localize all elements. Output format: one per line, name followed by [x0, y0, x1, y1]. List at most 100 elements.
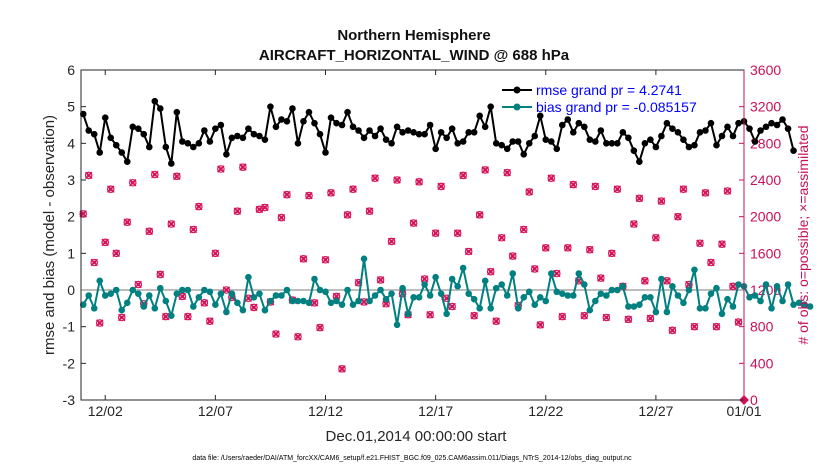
obs-possible-marker — [299, 255, 308, 263]
legend-rmse-label: rmse grand pr = 4.2741 — [536, 82, 682, 98]
rmse-point — [355, 127, 362, 134]
obs-assimilated-dot — [235, 209, 240, 213]
obs-assimilated-marker — [597, 274, 605, 282]
rmse-point — [569, 129, 577, 136]
obs-possible-marker — [657, 197, 666, 205]
obs-possible-marker — [250, 303, 258, 312]
rmse-point — [503, 145, 511, 153]
rmse-point — [581, 123, 588, 131]
obs-assimilated-dot — [351, 187, 355, 191]
obs-assimilated-dot — [477, 213, 482, 217]
bias-point — [713, 284, 720, 292]
obs-assimilated-dot — [180, 294, 185, 299]
obs-assimilated-dot — [731, 284, 735, 289]
obs-assimilated-dot — [527, 190, 532, 194]
bias-point — [691, 266, 698, 274]
obs-assimilated-dot — [736, 320, 741, 324]
bias-point — [525, 288, 533, 296]
rmse-point — [267, 103, 274, 110]
rmse-point — [239, 134, 247, 142]
bias-point — [201, 286, 208, 294]
obs-possible-marker — [233, 207, 242, 215]
obs-assimilated-marker — [283, 190, 291, 199]
bias-point — [206, 288, 214, 296]
bias-point — [294, 297, 302, 305]
bias-point — [696, 305, 704, 312]
obs-assimilated-marker — [701, 189, 710, 197]
obs-possible-marker — [415, 178, 423, 186]
y-left-tick-label: 5 — [67, 99, 75, 115]
bias-point — [674, 292, 682, 299]
obs-possible-marker — [343, 211, 352, 219]
obs-assimilated-marker — [453, 229, 462, 237]
obs-possible-marker — [569, 180, 578, 189]
obs-assimilated-dot — [417, 180, 421, 184]
obs-assimilated-dot — [549, 176, 554, 180]
bias-point — [256, 290, 263, 297]
obs-assimilated-dot — [197, 204, 201, 209]
bias-point — [223, 308, 230, 316]
y-left-tick-label: 2 — [67, 209, 75, 225]
obs-assimilated-marker — [184, 312, 192, 321]
obs-possible-marker — [486, 267, 495, 276]
bias-point — [360, 255, 368, 263]
bias-point — [553, 288, 561, 296]
rmse-point — [377, 125, 384, 132]
rmse-point — [349, 123, 357, 131]
rmse-point — [410, 129, 417, 136]
obs-assimilated-marker — [668, 326, 677, 335]
bias-point — [470, 295, 478, 303]
obs-assimilated-marker — [674, 212, 682, 221]
obs-assimilated-marker — [327, 189, 335, 197]
bias-point — [250, 294, 258, 301]
rmse-point — [481, 123, 489, 131]
rmse-point — [514, 138, 522, 145]
bias-point — [498, 281, 506, 288]
y-right-tick-label: 0 — [750, 392, 758, 408]
obs-possible-marker — [305, 191, 313, 200]
rmse-point — [212, 125, 219, 132]
bias-point — [806, 303, 814, 310]
rmse-point — [432, 145, 439, 153]
rmse-point — [707, 119, 715, 127]
obs-possible-marker — [530, 265, 539, 273]
bias-point — [426, 292, 434, 299]
obs-assimilated-dot — [450, 304, 454, 309]
bias-point — [239, 306, 247, 314]
y-left-tick-label: 4 — [67, 135, 75, 151]
obs-assimilated-dot — [433, 231, 438, 235]
obs-assimilated-dot — [670, 328, 675, 333]
rmse-point — [674, 129, 682, 136]
obs-possible-marker — [652, 233, 660, 242]
rmse-point — [272, 123, 280, 131]
bias-point — [465, 290, 472, 297]
obs-assimilated-dot — [274, 332, 278, 336]
obs-assimilated-dot — [362, 300, 366, 304]
obs-assimilated-dot — [285, 192, 289, 197]
rmse-line — [82, 98, 795, 165]
rmse-point — [465, 129, 472, 136]
rmse-point — [426, 121, 434, 129]
obs-assimilated-marker — [393, 176, 401, 184]
obs-assimilated-marker — [448, 302, 456, 311]
obs-assimilated-marker — [734, 318, 743, 326]
obs-assimilated-dot — [455, 231, 460, 235]
rmse-point — [393, 123, 401, 131]
rmse-point — [663, 119, 671, 127]
obs-possible-marker — [536, 321, 545, 329]
rmse-point — [779, 116, 786, 123]
obs-assimilated-dot — [461, 173, 465, 178]
bias-point — [492, 284, 500, 292]
obs-assimilated-marker — [217, 165, 225, 173]
bias-point — [641, 294, 649, 301]
obs-assimilated-marker — [497, 233, 506, 242]
rmse-point — [625, 134, 632, 142]
obs-assimilated-dot — [224, 288, 229, 292]
rmse-point — [151, 97, 159, 105]
obs-possible-marker — [453, 229, 462, 237]
obs-assimilated-marker — [277, 213, 286, 222]
bias-point — [503, 292, 511, 299]
obs-assimilated-dot — [86, 173, 91, 178]
bias-point — [476, 305, 483, 312]
obs-assimilated-marker — [696, 239, 704, 248]
